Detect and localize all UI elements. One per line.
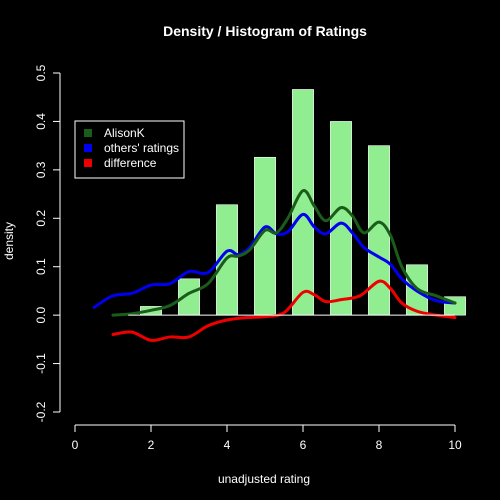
legend-swatch	[84, 144, 92, 152]
legend-entry-label: difference	[104, 156, 157, 170]
x-tick-label: 6	[300, 438, 307, 452]
legend-swatch	[84, 159, 92, 167]
legend-entry-label: AlisonK	[104, 126, 145, 140]
series-line-difference	[111, 279, 457, 342]
density-lines	[92, 189, 457, 342]
y-tick-label: 0.1	[34, 258, 48, 275]
y-tick-label: 0.3	[34, 161, 48, 178]
x-axis: 0 2 4 6 8 10	[72, 424, 462, 452]
y-axis-label: density	[2, 222, 16, 260]
y-tick-label: 0.0	[34, 306, 48, 323]
x-tick-label: 0	[72, 438, 79, 452]
series-line-alisonk	[111, 189, 457, 317]
y-tick-label: 0.4	[34, 113, 48, 130]
x-tick-label: 4	[224, 438, 231, 452]
x-axis-label: unadjusted rating	[218, 472, 310, 486]
y-tick-label: 0.2	[34, 210, 48, 227]
legend-entry-label: others' ratings	[104, 141, 179, 155]
x-tick-label: 10	[448, 438, 462, 452]
series-line-others-ratings	[92, 212, 457, 309]
y-axis: -0.2 -0.1 0.0 0.1 0.2 0.3 0.4 0.5	[34, 64, 61, 422]
y-tick-label: -0.2	[34, 401, 48, 422]
legend-box	[74, 120, 185, 179]
chart-title: Density / Histogram of Ratings	[163, 23, 367, 39]
y-tick-label: -0.1	[34, 353, 48, 374]
histogram-bar-7	[330, 121, 352, 316]
x-tick-label: 8	[376, 438, 383, 452]
x-tick-label: 2	[148, 438, 155, 452]
legend-swatch	[84, 129, 92, 137]
y-tick-label: 0.5	[34, 64, 48, 81]
